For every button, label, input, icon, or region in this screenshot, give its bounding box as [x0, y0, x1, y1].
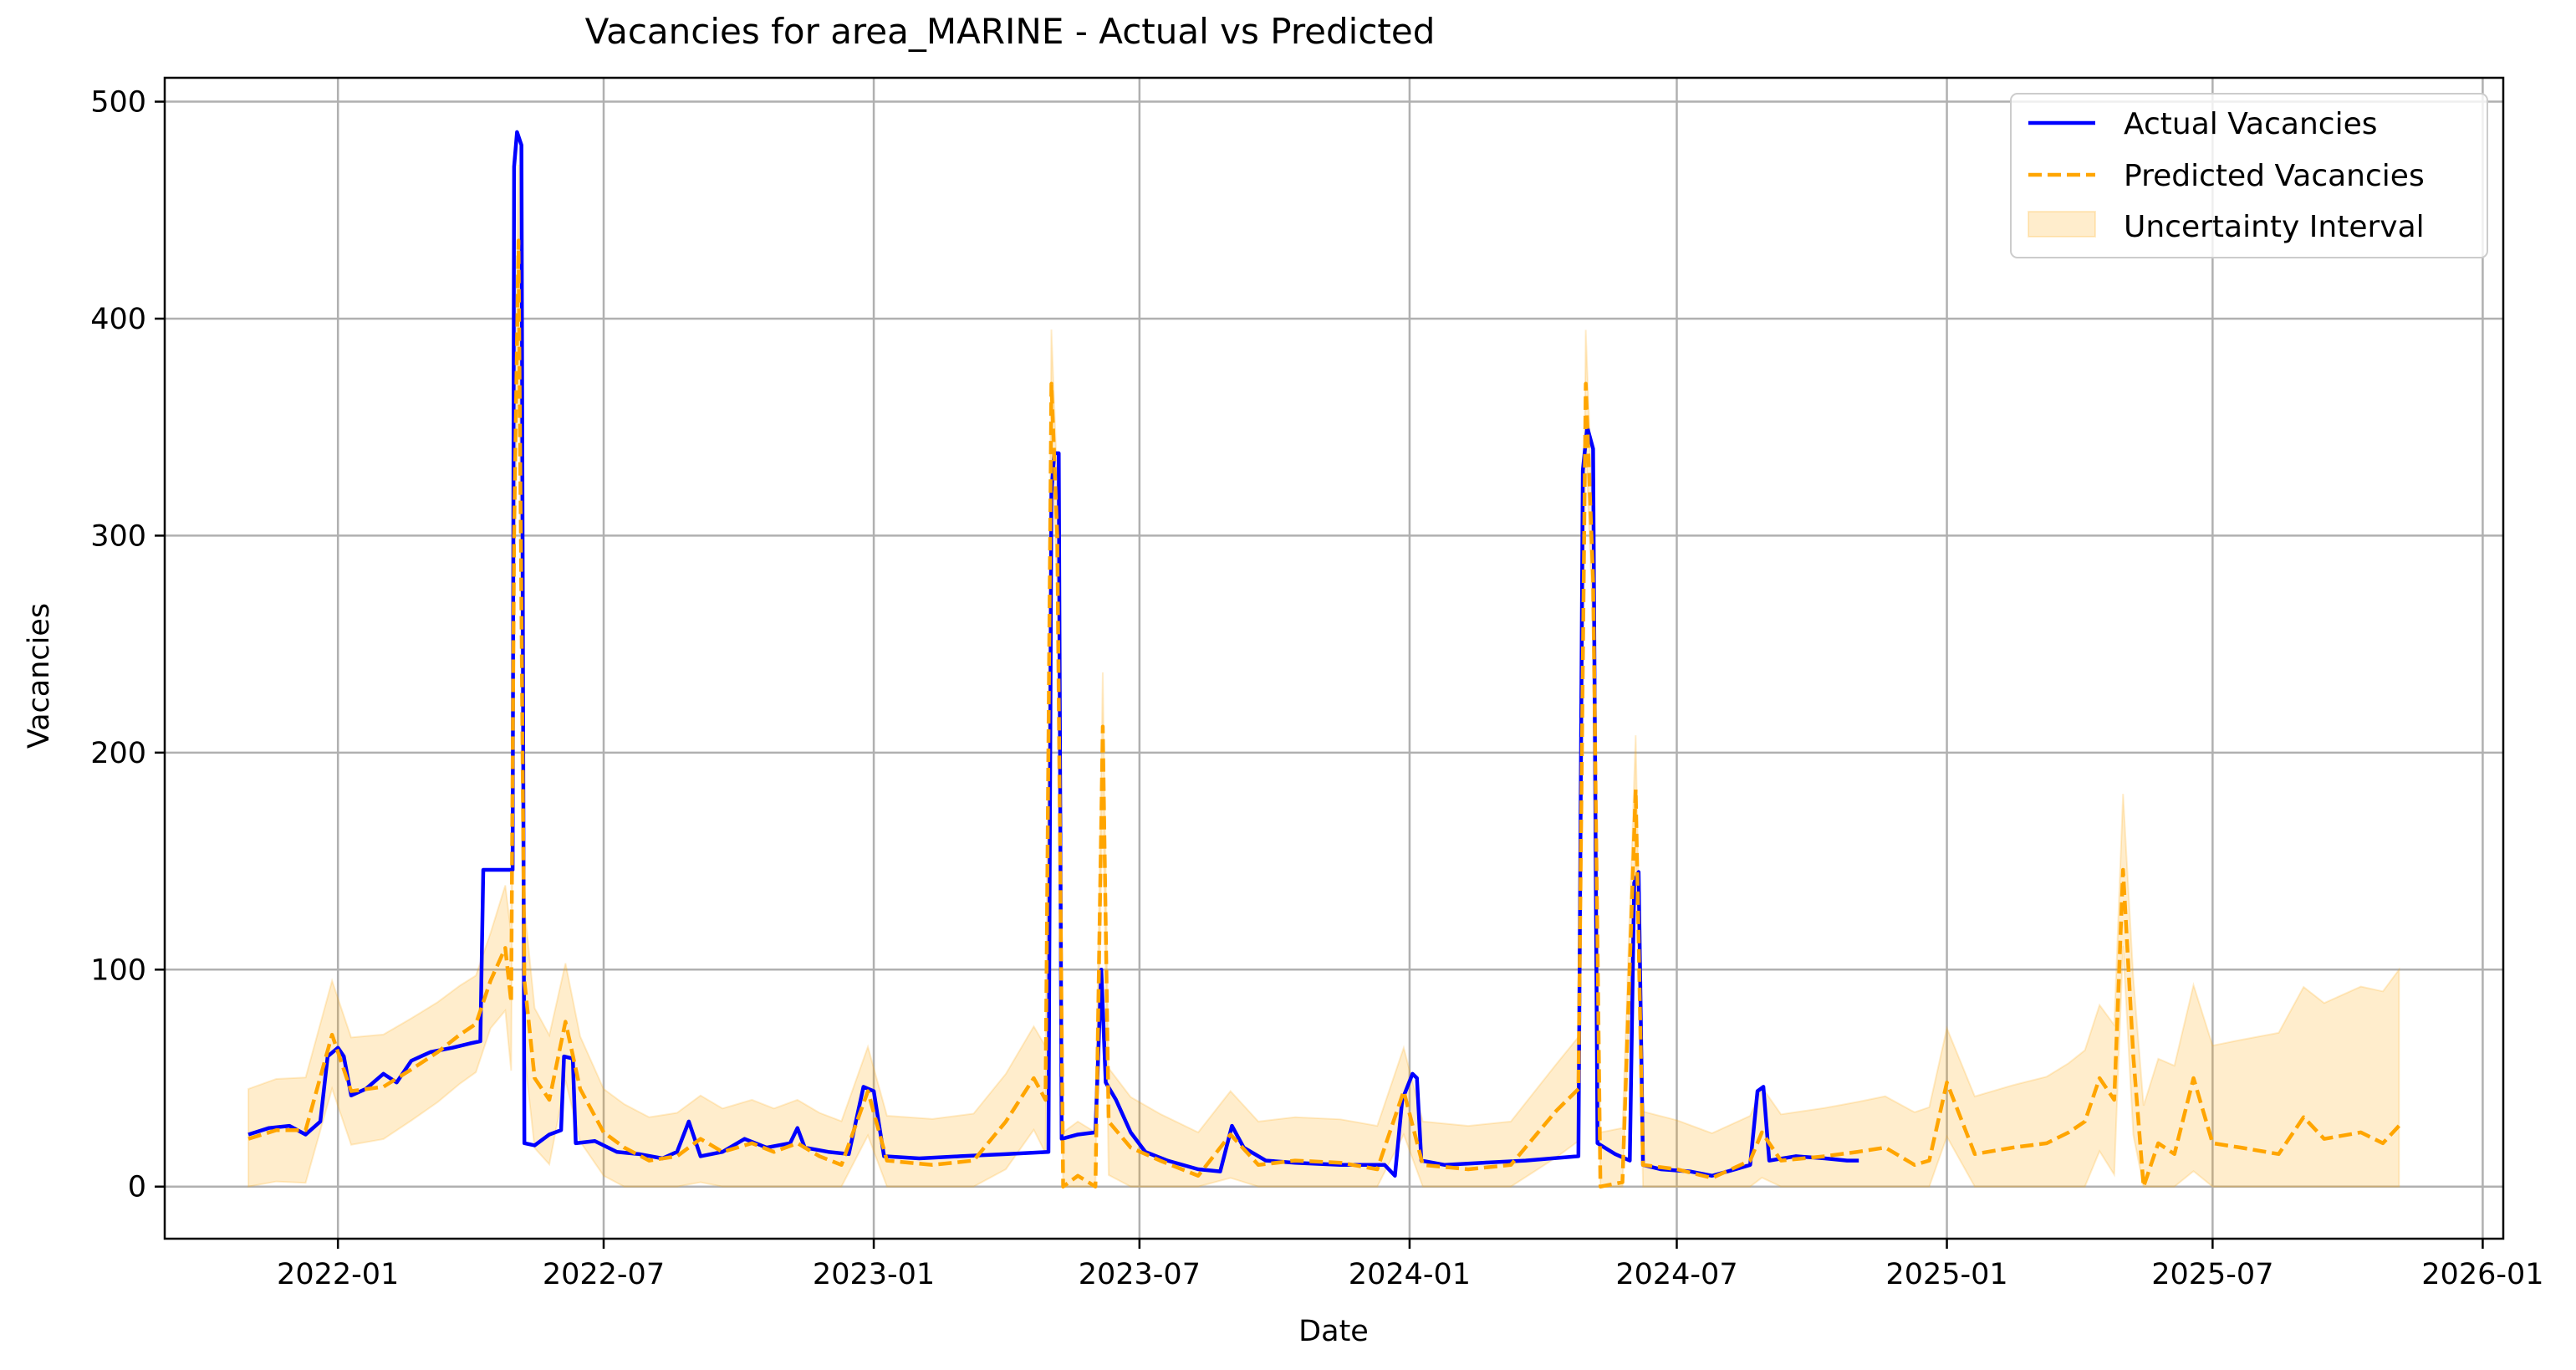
legend-label-predicted: Predicted Vacancies — [2124, 159, 2425, 193]
legend-box — [2010, 93, 2488, 258]
series-layer — [247, 130, 2400, 1189]
y-tick-label: 400 — [90, 303, 146, 336]
x-tick-label: 2023-01 — [813, 1258, 935, 1291]
y-tick-label: 300 — [90, 519, 146, 553]
uncertainty-band — [247, 164, 2400, 1188]
legend-swatch-interval — [2028, 211, 2096, 238]
y-axis-ticks: 0 100 200 300 400 500 — [90, 86, 165, 1204]
x-tick-label: 2025-07 — [2151, 1258, 2273, 1291]
y-axis-label: Vacancies — [23, 603, 56, 749]
chart-title: Vacancies for area_MARINE - Actual vs Pr… — [585, 11, 1436, 52]
y-tick-label: 0 — [128, 1171, 146, 1204]
x-axis-label: Date — [1298, 1315, 1369, 1348]
x-tick-label: 2023-07 — [1079, 1258, 1201, 1291]
legend: Actual Vacancies Predicted Vacancies Unc… — [2010, 93, 2488, 258]
legend-label-actual: Actual Vacancies — [2124, 107, 2378, 141]
grid-lines — [165, 78, 2503, 1239]
actual-vacancies-line — [247, 130, 1859, 1178]
y-tick-label: 100 — [90, 953, 146, 987]
x-tick-label: 2022-07 — [543, 1258, 665, 1291]
x-tick-label: 2024-01 — [1349, 1258, 1471, 1291]
y-tick-label: 200 — [90, 737, 146, 770]
plot-frame — [163, 76, 2505, 1240]
predicted-vacancies-line — [247, 238, 2400, 1189]
uncertainty-band-layer — [247, 164, 2400, 1188]
x-axis-ticks: 2022-01 2022-07 2023-01 2023-07 2024-01 2024-… — [277, 1239, 2544, 1291]
legend-label-interval: Uncertainty Interval — [2124, 210, 2425, 244]
y-tick-label: 500 — [90, 86, 146, 120]
x-tick-label: 2025-01 — [1885, 1258, 2007, 1291]
x-tick-label: 2024-07 — [1615, 1258, 1737, 1291]
x-tick-label: 2026-01 — [2421, 1258, 2543, 1291]
x-tick-label: 2022-01 — [277, 1258, 399, 1291]
